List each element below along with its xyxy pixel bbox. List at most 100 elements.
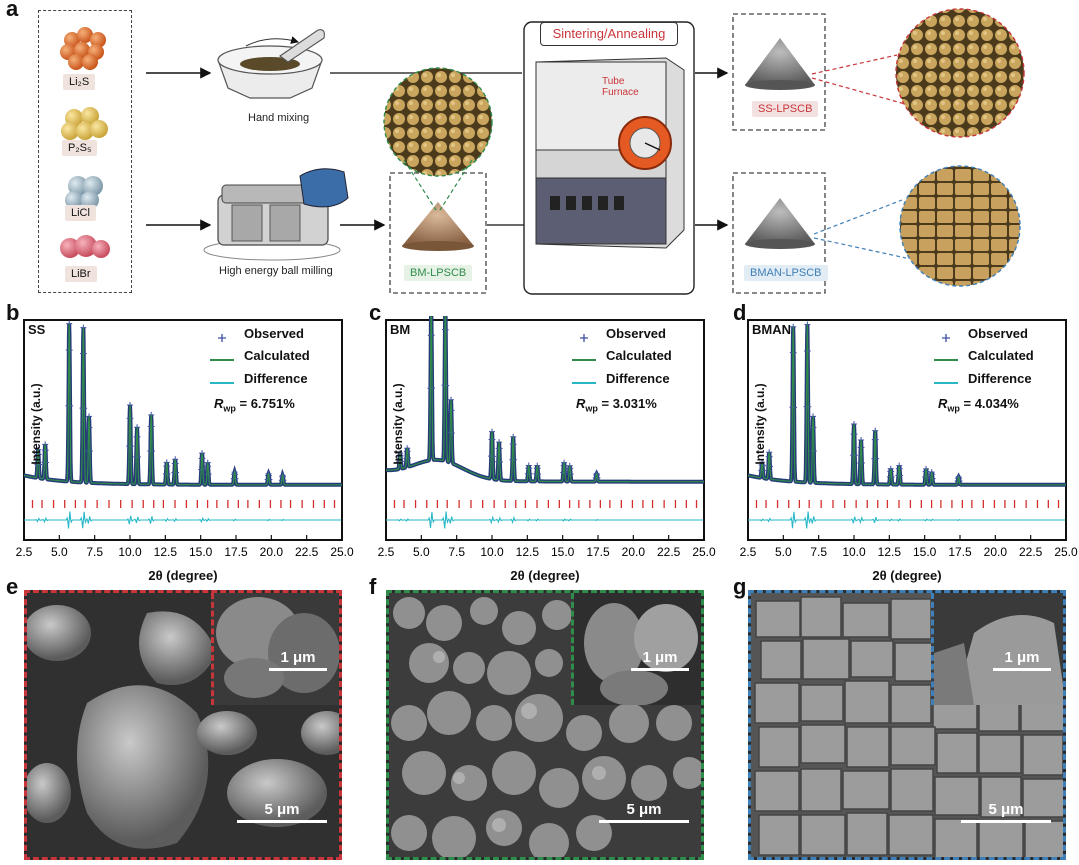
sem-image-bm: 1 μm 5 μm [386,590,704,860]
p2s5-spheres-icon [61,107,108,140]
sem-inset-bm [571,593,701,706]
legend-observed-marker [580,334,588,342]
xrd-sample-label: BM [390,322,411,337]
main-scale-text: 5 μm [264,801,300,818]
calculated-series [386,316,704,483]
panel-letter-c: c [369,300,382,325]
precursor-label-licl: LiCl [65,205,96,221]
x-tick-label: 10.0 [118,545,142,559]
bman-sample-box [732,172,826,294]
ss-lpscb-label: SS-LPSCB [752,101,819,117]
process-flow-diagram [146,8,1025,295]
x-tick-label: 7.5 [86,545,103,559]
x-tick-label: 5.0 [775,545,792,559]
rwp-value: Rwp = 4.034% [938,396,1019,414]
precursor-label-p2s5: P₂S₅ [62,140,98,156]
ss-zoom-circle [895,8,1025,138]
inset-scale-text: 1 μm [1004,649,1040,666]
bman-lpscb-label: BMAN-LPSCB [744,265,828,281]
x-tick-label: 17.5 [224,545,248,559]
calculated-series [24,323,342,486]
legend-observed: Observed [968,326,1028,341]
inset-scale-bar-ss: 1 μm [269,649,327,671]
main-scale-bar-bman: 5 μm [961,801,1051,823]
x-tick-label: 7.5 [810,545,827,559]
panel-letter-g: g [733,574,747,599]
x-tick-label: 15.0 [189,545,213,559]
x-tick-label: 20.0 [984,545,1008,559]
legend-calculated: Calculated [244,348,310,363]
rwp-symbol: R [214,396,224,411]
rwp-number: = 4.034% [959,396,1019,411]
x-tick-label: 20.0 [622,545,646,559]
panel-letter-f: f [369,574,377,599]
legend-observed-marker [942,334,950,342]
x-tick-label: 17.5 [586,545,610,559]
main-scale-bar-ss: 5 μm [237,801,327,823]
rwp-symbol: R [938,396,948,411]
y-axis-label: Intensity (a.u.) [391,383,405,465]
difference-series [386,511,704,529]
x-tick-label: 15.0 [913,545,937,559]
legend-observed-marker [218,334,226,342]
rwp-symbol: R [576,396,586,411]
licl-spheres-icon [65,176,103,209]
ball-milling-label: High energy ball milling [219,265,333,277]
x-tick-label: 12.5 [516,545,540,559]
bm-cone [402,202,474,246]
x-tick-label: 22.5 [295,545,319,559]
tube-furnace-label: Tube Furnace [602,76,639,98]
inset-scale-text: 1 μm [642,649,678,666]
rwp-subscript: wp [585,403,598,414]
x-tick-label: 17.5 [948,545,972,559]
legend-calculated: Calculated [606,348,672,363]
rwp-number: = 6.751% [235,396,295,411]
x-tick-label: 12.5 [878,545,902,559]
x-tick-label: 10.0 [842,545,866,559]
x-tick-label: 2.5 [740,545,757,559]
x-axis-label: 2θ (degree) [148,568,218,583]
xrd-chart-0: 2.5 5.0 7.5 10.0 12.5 15.0 17.5 20.0 22.5 25.0 [16,319,354,559]
x-axis-label: 2θ (degree) [872,568,942,583]
x-tick-label: 22.5 [1019,545,1043,559]
difference-series [24,511,342,529]
ss-cone [745,38,815,85]
legend-difference: Difference [244,371,308,386]
tube-furnace-icon [535,57,685,249]
x-tick-label: 7.5 [448,545,465,559]
panel-letter-a: a [6,0,19,21]
main-scale-text: 5 μm [988,801,1024,818]
x-tick-label: 10.0 [480,545,504,559]
x-tick-label: 12.5 [154,545,178,559]
plot-frame [23,319,343,541]
x-tick-label: 5.0 [413,545,430,559]
bm-zoom-circle [383,67,493,177]
inset-scale-bar-bman: 1 μm [993,649,1051,671]
x-tick-label: 25.0 [330,545,354,559]
rwp-value: Rwp = 6.751% [214,396,295,414]
panel-letter-e: e [6,574,19,599]
plot-frame [385,319,705,541]
legend-calculated: Calculated [968,348,1034,363]
bman-zoom-circle [899,165,1021,287]
sem-inset-bman [931,593,1063,705]
main-scale-bar-bm: 5 μm [599,801,689,823]
x-axis-label: 2θ (degree) [510,568,580,583]
mortar-pestle-icon [217,29,325,99]
main-scale-text: 5 μm [626,801,662,818]
inset-scale-text: 1 μm [280,649,316,666]
rwp-subscript: wp [947,403,960,414]
sintering-annealing-label: Sintering/Annealing [540,22,678,46]
legend-observed: Observed [244,326,304,341]
x-tick-label: 2.5 [378,545,395,559]
x-tick-label: 22.5 [657,545,681,559]
y-axis-label: Intensity (a.u.) [29,383,43,465]
x-tick-label: 20.0 [260,545,284,559]
xrd-sample-label: BMAN [752,322,791,337]
inset-scale-bar-bm: 1 μm [631,649,689,671]
rwp-number: = 3.031% [597,396,657,411]
libr-spheres-icon [60,235,110,258]
rwp-value: Rwp = 3.031% [576,396,657,414]
xrd-sample-label: SS [28,322,46,337]
panel-letter-b: b [6,300,20,325]
